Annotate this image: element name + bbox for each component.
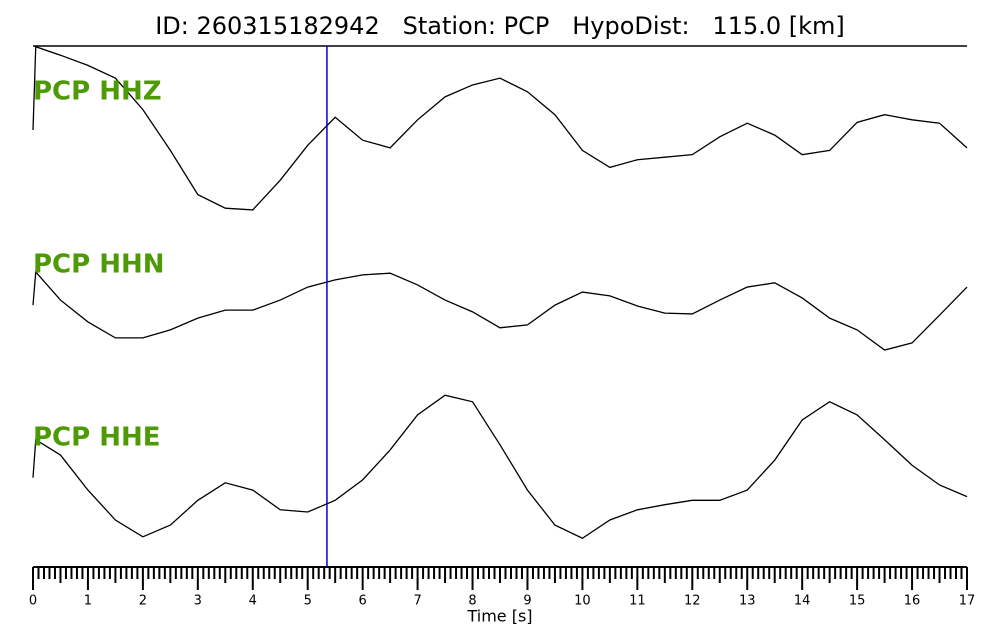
x-tick-label: 8 <box>468 594 476 609</box>
trace-line <box>32 270 968 351</box>
x-tick-label: 9 <box>523 594 531 609</box>
x-tick-label: 10 <box>574 594 591 609</box>
trace-label: PCP HHE <box>33 423 161 453</box>
x-tick-label: 2 <box>139 594 147 609</box>
x-tick-label: 14 <box>794 594 811 609</box>
x-tick-label: 13 <box>739 594 756 609</box>
trace-label: PCP HHZ <box>33 77 162 107</box>
x-tick-label: 4 <box>249 594 257 609</box>
x-tick-label: 1 <box>84 594 92 609</box>
chart-title: ID: 260315182942 Station: PCP HypoDist: … <box>155 12 845 40</box>
x-tick-label: 5 <box>304 594 312 609</box>
trace-line <box>32 45 968 211</box>
x-tick-label: 12 <box>684 594 701 609</box>
x-tick-label: 15 <box>849 594 866 609</box>
x-tick-label: 3 <box>194 594 202 609</box>
x-tick-label: 16 <box>904 594 921 609</box>
x-tick-label: 0 <box>29 594 37 609</box>
x-tick-label: 11 <box>629 594 646 609</box>
trace-label: PCP HHN <box>33 250 165 280</box>
x-axis-label: Time [s] <box>466 607 532 626</box>
trace-line <box>32 394 968 540</box>
x-tick-label: 6 <box>359 594 367 609</box>
x-tick-label: 17 <box>959 594 976 609</box>
x-tick-label: 7 <box>413 594 421 609</box>
